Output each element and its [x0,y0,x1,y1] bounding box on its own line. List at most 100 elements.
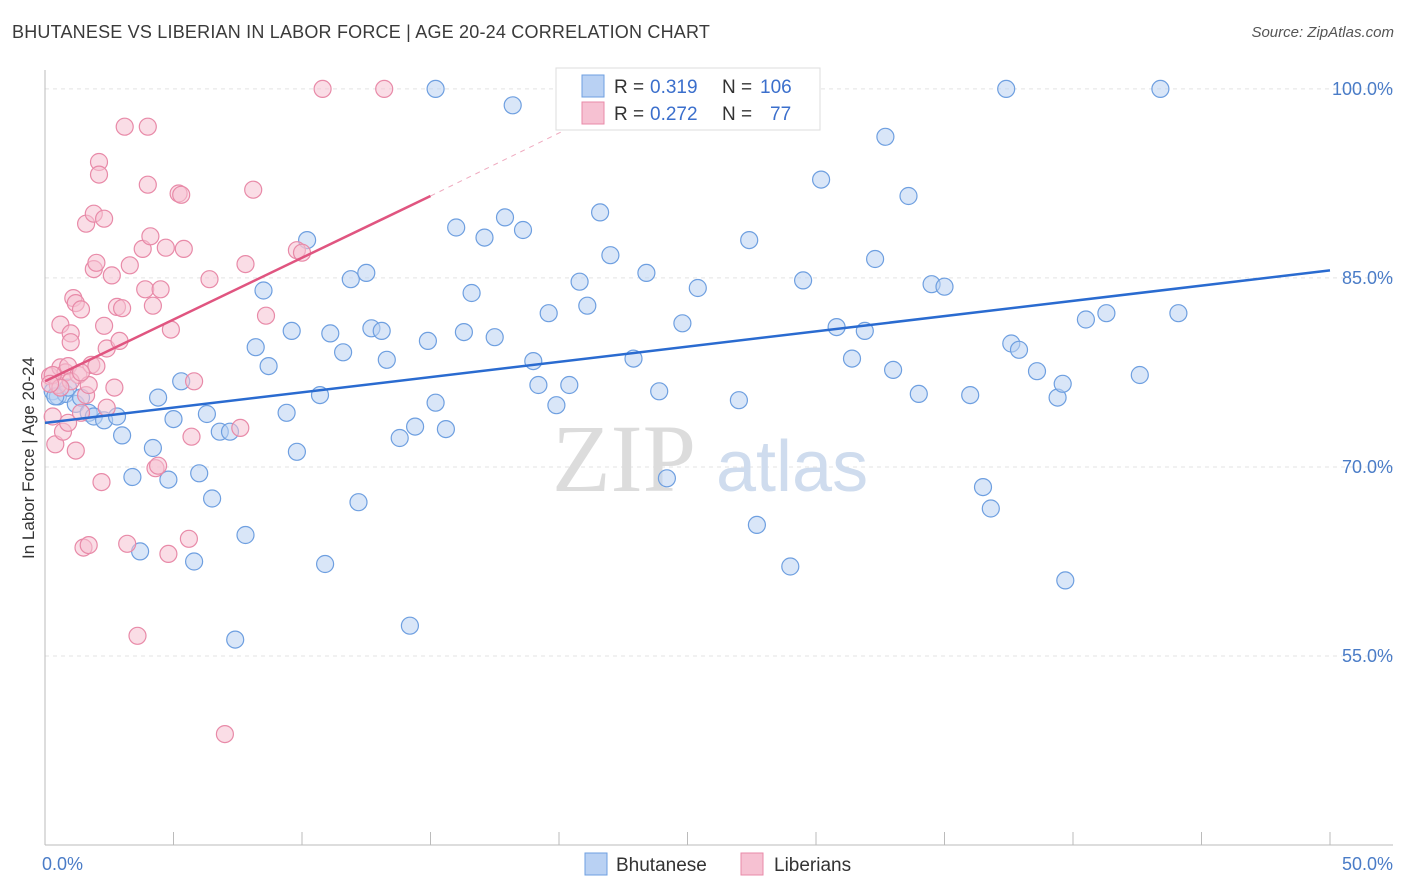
point-bhutanese-90 [981,499,1000,518]
point-bhutanese-36 [334,343,353,362]
point-bhutanese-46 [418,331,437,350]
point-bhutanese-71 [688,278,707,298]
point-bhutanese-37 [341,270,360,289]
point-bhutanese-50 [454,323,473,342]
point-liberians-41 [118,534,137,553]
point-liberians-29 [89,165,109,184]
stats-n-value-bhutanese: 106 [760,77,792,98]
point-liberians-51 [151,280,170,299]
point-bhutanese-104 [1151,79,1170,99]
point-liberians-50 [149,456,168,475]
trend-line-extension-liberians [430,126,573,197]
point-bhutanese-34 [316,554,335,574]
stats-n-label-bhutanese: N = [722,77,752,98]
stats-swatch-bhutanese [581,74,605,98]
point-bhutanese-28 [259,357,278,376]
point-bhutanese-56 [513,220,533,240]
point-bhutanese-29 [277,403,296,422]
point-bhutanese-60 [547,396,566,415]
point-bhutanese-14 [149,388,168,407]
point-bhutanese-67 [637,263,656,282]
point-bhutanese-79 [842,349,862,368]
point-liberians-39 [112,299,132,318]
watermark-atlas: atlas [716,427,868,507]
point-bhutanese-103 [997,79,1016,99]
point-bhutanese-72 [729,391,749,410]
point-bhutanese-82 [876,127,895,146]
point-liberians-38 [110,331,129,350]
y-tick-label-1: 85.0% [1342,268,1393,288]
point-bhutanese-77 [811,170,831,189]
point-bhutanese-63 [578,296,597,315]
point-liberians-53 [159,544,178,564]
trend-line-bhutanese [44,269,1331,425]
legend-label-liberians: Liberians [774,855,851,876]
axes [44,70,1393,846]
point-bhutanese-20 [197,404,216,424]
point-liberians-58 [179,529,198,548]
point-bhutanese-70 [673,314,692,333]
point-liberians-48 [143,296,162,315]
point-bhutanese-38 [349,493,368,512]
point-bhutanese-84 [899,186,918,206]
point-bhutanese-24 [226,630,245,649]
stats-swatch-liberians [581,101,605,125]
point-liberians-59 [182,427,201,446]
stats-n-value-liberians: 77 [770,104,791,125]
y-tick-labels: 100.0% 85.0% 70.0% 55.0% [1332,79,1393,666]
stats-r-label-liberians: R = [614,104,644,125]
point-liberians-65 [244,180,263,199]
point-bhutanese-88 [961,386,980,405]
point-bhutanese-75 [781,557,800,576]
point-liberians-57 [174,239,193,258]
x-tick-labels: 0.0% 50.0% [42,854,1393,874]
watermark-zip: ZIP [552,405,696,512]
point-bhutanese-42 [377,350,396,369]
point-bhutanese-19 [190,464,209,483]
point-bhutanese-93 [1027,362,1047,381]
point-bhutanese-39 [357,263,376,282]
point-bhutanese-27 [254,281,273,300]
point-bhutanese-61 [560,375,579,395]
point-liberians-45 [136,280,155,299]
point-bhutanese-18 [185,552,204,571]
point-bhutanese-73 [740,231,759,250]
x-tick-label-1: 50.0% [1342,854,1393,874]
point-liberians-11 [61,333,80,352]
point-bhutanese-35 [321,324,340,343]
point-bhutanese-53 [485,328,504,347]
point-bhutanese-96 [1056,571,1075,590]
point-bhutanese-41 [372,321,391,340]
point-bhutanese-21 [203,489,222,508]
point-liberians-60 [185,372,204,391]
point-liberians-62 [215,724,234,744]
point-liberians-63 [231,418,250,437]
watermark: ZIP atlas [552,405,868,512]
point-bhutanese-25 [236,525,255,545]
trend-lines [44,126,1331,425]
point-bhutanese-100 [1169,304,1188,323]
chart-source: Source: ZipAtlas.com [1251,24,1394,41]
x-ticks [173,832,1331,845]
point-bhutanese-99 [1130,365,1149,385]
point-bhutanese-48 [436,420,455,439]
y-tick-label-2: 70.0% [1342,457,1393,477]
point-bhutanese-92 [1009,340,1029,359]
point-bhutanese-47 [426,393,445,412]
point-bhutanese-58 [529,375,548,395]
point-liberians-46 [138,175,157,194]
stats-r-value-bhutanese: 0.319 [650,77,698,98]
point-liberians-52 [156,238,175,257]
point-bhutanese-10 [112,426,132,445]
stats-box: R = 0.319 N = 106 R = 0.272 N = 77 [555,67,821,131]
point-liberians-70 [375,79,394,99]
point-liberians-30 [92,473,111,492]
point-liberians-17 [71,300,91,319]
point-bhutanese-55 [503,96,522,115]
point-liberians-66 [256,306,276,325]
point-bhutanese-59 [539,304,558,323]
point-bhutanese-87 [935,277,954,296]
point-liberians-64 [236,255,255,274]
point-bhutanese-26 [246,338,265,357]
point-bhutanese-95 [1053,374,1072,393]
